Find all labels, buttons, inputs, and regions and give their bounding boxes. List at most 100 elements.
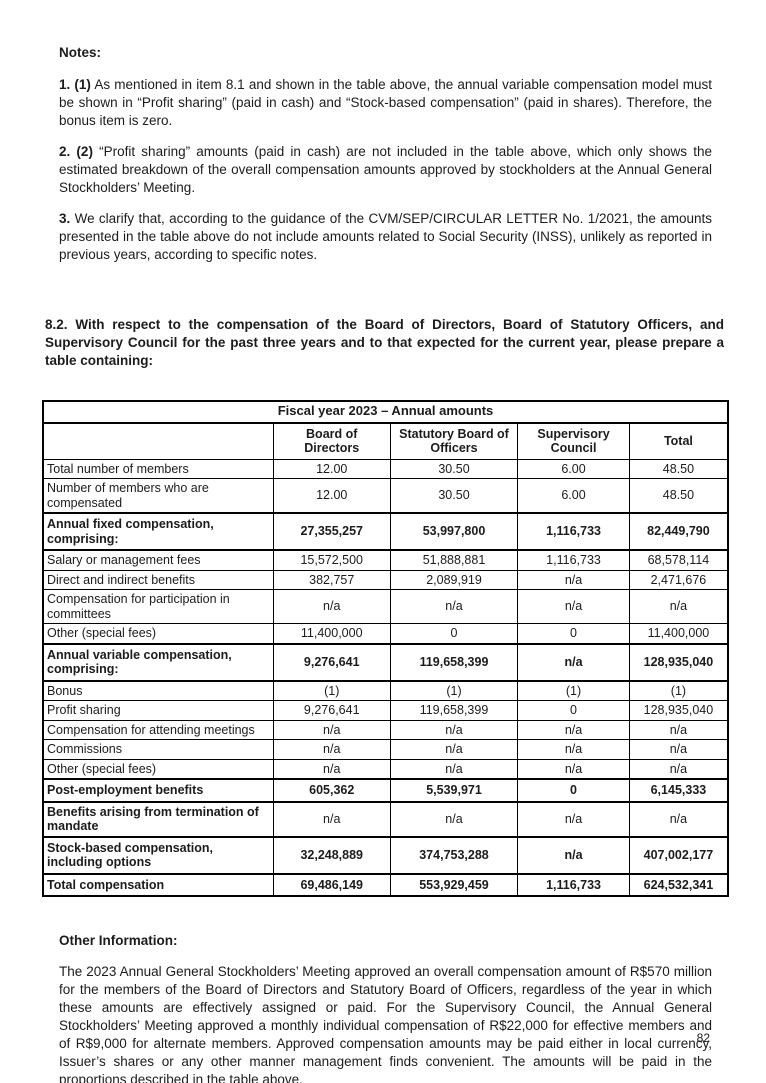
cell-value: 119,658,399: [389, 642, 519, 682]
cell-value: 6,145,333: [628, 778, 729, 803]
cell-value: (1): [517, 680, 630, 701]
table-row: Post-employment benefits 605,362 5,539,971…: [42, 778, 729, 803]
row-label: Total compensation: [42, 872, 274, 897]
cell-value: 382,757: [272, 569, 391, 590]
note-paragraph-3: 3. We clarify that, according to the gui…: [59, 210, 712, 264]
notes-heading: Notes:: [59, 45, 102, 60]
column-header-board-of-directors: Board of Directors: [272, 422, 391, 460]
cell-value: n/a: [517, 800, 630, 838]
cell-value: 119,658,399: [389, 700, 519, 721]
table-row: Commissions n/a n/a n/a n/a: [42, 739, 729, 760]
cell-value: 407,002,177: [628, 835, 729, 875]
row-label: Stock-based compensation, including opti…: [42, 835, 274, 875]
row-label: Annual fixed compensation, comprising:: [42, 512, 274, 551]
table-row: Salary or management fees 15,572,500 51,88…: [42, 549, 729, 571]
table-row: Number of members who are compensated 12.…: [42, 478, 729, 514]
compensation-table: Fiscal year 2023 – Annual amounts Board …: [42, 400, 729, 897]
cell-value: 0: [517, 778, 630, 803]
cell-value: 553,929,459: [389, 872, 519, 897]
row-label: Total number of members: [42, 458, 274, 479]
cell-value: 9,276,641: [272, 642, 391, 682]
note-number: 2. (2): [59, 144, 93, 159]
cell-value: 27,355,257: [272, 512, 391, 551]
cell-value: (1): [628, 680, 729, 701]
cell-value: 0: [517, 700, 630, 721]
cell-value: 51,888,881: [389, 549, 519, 571]
row-label: Profit sharing: [42, 700, 274, 721]
notes-section: Notes: 1. (1) As mentioned in item 8.1 a…: [59, 45, 712, 264]
table-row: Benefits arising from termination of man…: [42, 800, 729, 838]
cell-value: 32,248,889: [272, 835, 391, 875]
row-label: Number of members who are compensated: [42, 478, 274, 514]
row-label: Bonus: [42, 680, 274, 701]
row-label: Benefits arising from termination of man…: [42, 800, 274, 838]
table-row: Compensation for participation in commit…: [42, 589, 729, 624]
cell-value: 128,935,040: [628, 642, 729, 682]
cell-value: 6.00: [517, 478, 630, 514]
row-label: Salary or management fees: [42, 549, 274, 571]
cell-value: n/a: [272, 719, 391, 740]
table-row: Annual variable compensation, comprising…: [42, 642, 729, 682]
cell-value: n/a: [517, 739, 630, 760]
row-label: Compensation for participation in commit…: [42, 589, 274, 624]
cell-value: n/a: [389, 739, 519, 760]
cell-value: 1,116,733: [517, 512, 630, 551]
cell-value: 11,400,000: [272, 623, 391, 644]
row-label: Post-employment benefits: [42, 778, 274, 803]
table-body: Total number of members 12.00 30.50 6.00 48.…: [42, 458, 729, 897]
cell-value: 374,753,288: [389, 835, 519, 875]
cell-value: n/a: [517, 719, 630, 740]
row-label: Commissions: [42, 739, 274, 760]
cell-value: 1,116,733: [517, 549, 630, 571]
note-text: “Profit sharing” amounts (paid in cash) …: [59, 144, 712, 195]
cell-value: 2,471,676: [628, 569, 729, 590]
cell-value: 69,486,149: [272, 872, 391, 897]
column-header-statutory-board: Statutory Board of Officers: [389, 422, 519, 460]
cell-value: n/a: [272, 589, 391, 624]
cell-value: 15,572,500: [272, 549, 391, 571]
cell-value: 12.00: [272, 458, 391, 479]
cell-value: 30.50: [389, 458, 519, 479]
row-label: Other (special fees): [42, 623, 274, 644]
other-information-section: Other Information: The 2023 Annual Gener…: [59, 933, 712, 1083]
row-label: Direct and indirect benefits: [42, 569, 274, 590]
cell-value: (1): [389, 680, 519, 701]
cell-value: n/a: [517, 835, 630, 875]
cell-value: 53,997,800: [389, 512, 519, 551]
cell-value: 48.50: [628, 478, 729, 514]
column-header-total: Total: [628, 422, 729, 460]
cell-value: 2,089,919: [389, 569, 519, 590]
other-information-heading: Other Information:: [59, 933, 178, 948]
page-content: Notes: 1. (1) As mentioned in item 8.1 a…: [42, 45, 729, 1083]
note-number: 3.: [59, 211, 71, 226]
table-row: Direct and indirect benefits 382,757 2,089…: [42, 569, 729, 590]
cell-value: 128,935,040: [628, 700, 729, 721]
note-paragraph-2: 2. (2) “Profit sharing” amounts (paid in…: [59, 143, 712, 197]
table-row: Compensation for attending meetings n/a n/…: [42, 719, 729, 740]
table-row: Other (special fees) 11,400,000 0 0 11,400,0…: [42, 623, 729, 644]
cell-value: n/a: [272, 739, 391, 760]
cell-value: n/a: [628, 589, 729, 624]
cell-value: n/a: [517, 758, 630, 780]
cell-value: 0: [389, 623, 519, 644]
cell-value: n/a: [272, 800, 391, 838]
row-label: Other (special fees): [42, 758, 274, 780]
table-row: Profit sharing 9,276,641 119,658,399 0 128,9…: [42, 700, 729, 721]
cell-value: n/a: [389, 800, 519, 838]
cell-value: n/a: [628, 719, 729, 740]
cell-value: 9,276,641: [272, 700, 391, 721]
cell-value: n/a: [628, 758, 729, 780]
cell-value: 68,578,114: [628, 549, 729, 571]
cell-value: 605,362: [272, 778, 391, 803]
cell-value: 5,539,971: [389, 778, 519, 803]
table-column-header-row: Board of Directors Statutory Board of Of…: [42, 422, 729, 460]
table-row: Total compensation 69,486,149 553,929,459 1…: [42, 872, 729, 897]
table-row: Stock-based compensation, including opti…: [42, 835, 729, 875]
cell-value: 1,116,733: [517, 872, 630, 897]
cell-value: 624,532,341: [628, 872, 729, 897]
table-row: Total number of members 12.00 30.50 6.00 48.…: [42, 458, 729, 479]
row-label: Annual variable compensation, comprising…: [42, 642, 274, 682]
note-number: 1. (1): [59, 77, 91, 92]
note-text: As mentioned in item 8.1 and shown in th…: [59, 77, 712, 128]
table-title-row: Fiscal year 2023 – Annual amounts: [42, 400, 729, 424]
